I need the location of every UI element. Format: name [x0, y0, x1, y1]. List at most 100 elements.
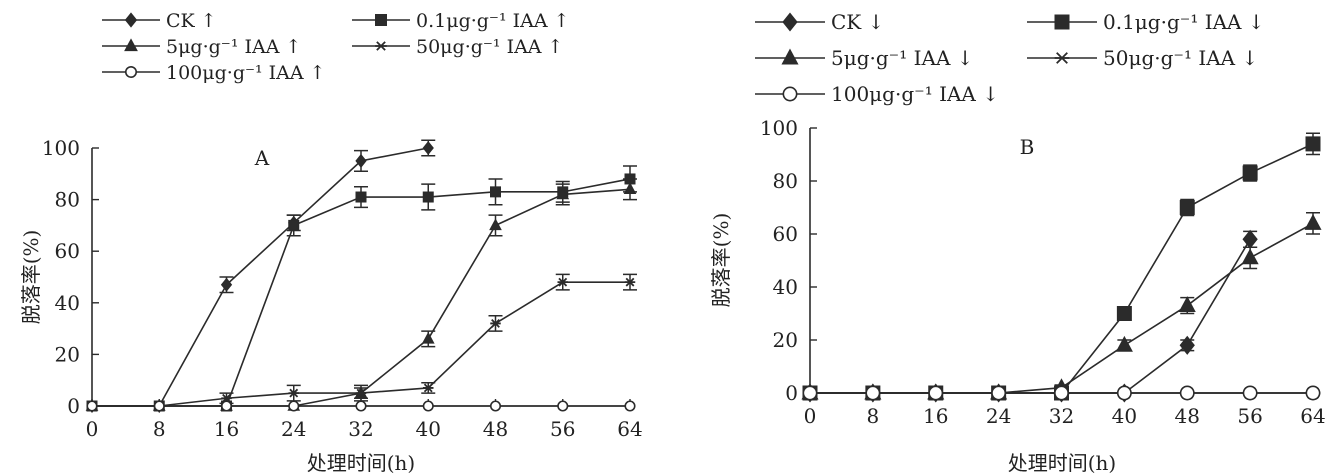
panel-b-legend: CK ↓ 0.1μg·g⁻¹ IAA ↓ 5μg·g⁻¹ IAA ↓ 50μg·g⁻¹…	[755, 10, 1265, 106]
panel-a-data-point	[423, 383, 434, 393]
panel-a-series-0	[86, 139, 436, 414]
panel-b-legend-item: 50μg·g⁻¹ IAA ↓	[1027, 46, 1258, 70]
panel-b-data-point	[1179, 385, 1195, 401]
panel-b-series-1	[802, 132, 1321, 401]
panel-a-data-point	[422, 140, 434, 156]
panel-a-data-point	[623, 182, 637, 195]
panel-b-data-point	[1178, 296, 1196, 312]
panel-b-legend-label: CK ↓	[831, 10, 884, 34]
panel-b-legend-label: 5μg·g⁻¹ IAA ↓	[831, 46, 974, 70]
panel-b-data-point	[1179, 335, 1195, 355]
panel-a-data-point	[422, 400, 434, 412]
panel-b-x-tick-label: 48	[1175, 404, 1200, 428]
panel-a-data-point	[153, 400, 165, 412]
panel-a-data-point	[355, 388, 367, 398]
panel-b-data-point	[1305, 385, 1321, 401]
panel-a-x-axis-title: 处理时间(h)	[307, 451, 416, 475]
panel-b-x-tick-label: 16	[923, 404, 948, 428]
panel-a-legend-label: CK ↑	[166, 10, 217, 32]
panel-b-data-point	[1179, 200, 1195, 215]
panel-a-data-point	[220, 277, 233, 292]
panel-a-data-point	[490, 319, 501, 328]
panel-a-data-point	[489, 218, 502, 231]
panel-b-x-axis-title: 处理时间(h)	[1008, 451, 1117, 475]
panel-a-data-point	[489, 400, 502, 412]
panel-b-y-tick-label: 100	[760, 116, 798, 140]
panel-a-data-point	[288, 400, 300, 412]
panel-a-data-point	[422, 191, 434, 203]
panel-b-legend-label: 100μg·g⁻¹ IAA ↓	[831, 82, 999, 106]
panel-a-x-tick-label: 16	[214, 417, 239, 441]
panel-a-x-tick-label: 0	[86, 417, 99, 441]
panel-b-legend-marker	[1054, 52, 1070, 64]
panel-a-legend-marker	[124, 38, 138, 52]
panel-b-x-tick-label: 24	[986, 404, 1011, 428]
panel-a-x-tick-label: 24	[281, 417, 306, 441]
panel-a-plot: A 处理时间(h) 脱落率(%) 0 20 40 60 80 100 0 8 16 24 32 40 4…	[19, 136, 643, 475]
panel-b-y-axis-title: 脱落率(%)	[709, 213, 733, 308]
panel-a-y-tick-label: 20	[55, 342, 80, 366]
panel-a-legend-item: 50μg·g⁻¹ IAA ↑	[352, 36, 563, 58]
panel-b-data-point	[1241, 248, 1259, 265]
panel-a-legend-marker	[375, 14, 387, 26]
panel-b-legend-label: 0.1μg·g⁻¹ IAA ↓	[1103, 10, 1265, 34]
panel-b-legend-marker	[781, 48, 799, 65]
panel-b-data-point	[1305, 136, 1321, 152]
panel-a-letter: A	[254, 146, 270, 170]
panel-b-series-0	[802, 229, 1258, 403]
panel-a-y-tick-label: 100	[42, 136, 80, 160]
panel-a-legend-label: 0.1μg·g⁻¹ IAA ↑	[416, 10, 570, 32]
panel-a-x-tick-label: 56	[550, 417, 575, 441]
panel-a-legend-item: CK ↑	[102, 10, 217, 32]
panel-a-y-tick-label: 40	[55, 291, 80, 315]
panel-a-data-point	[220, 400, 233, 412]
panel-a-x-tick-label: 40	[416, 417, 441, 441]
panel-b-y-tick-label: 0	[785, 381, 798, 405]
panel-b-x-tick-label: 32	[1049, 404, 1074, 428]
panel-a-data-point	[557, 400, 569, 412]
panel-b-data-point	[928, 385, 944, 401]
panel-a-series-1	[86, 165, 637, 412]
panel-b-data-point	[802, 385, 818, 401]
panel-b-data-point	[991, 385, 1007, 401]
panel-b-data-point	[1242, 165, 1258, 181]
panel-a-series-4	[86, 400, 636, 412]
panel-a-data-point	[556, 187, 570, 200]
panel-a-y-tick-label: 60	[55, 239, 80, 263]
panel-b-chart: CK ↓ 0.1μg·g⁻¹ IAA ↓ 5μg·g⁻¹ IAA ↓ 50μg·g⁻¹…	[709, 10, 1326, 475]
panel-b-x-tick-label: 8	[867, 404, 880, 428]
panel-b-series-line	[810, 238, 1251, 394]
panel-b-legend-marker	[782, 86, 798, 102]
panel-a-x-tick-label: 8	[153, 417, 166, 441]
panel-a-legend-item: 5μg·g⁻¹ IAA ↑	[102, 36, 301, 58]
panel-b-legend-marker	[1054, 14, 1070, 30]
panel-b-data-point	[1242, 385, 1258, 401]
panel-b-data-point	[1116, 385, 1132, 401]
panel-b-data-point	[1242, 229, 1258, 249]
panel-b-plot: B 处理时间(h) 脱落率(%) 0 20 40 60 80 100 0 8 16 24 32 40 4…	[709, 116, 1326, 475]
panel-a-y-tick-label: 0	[67, 394, 80, 418]
panel-b-x-tick-label: 56	[1237, 404, 1262, 428]
panel-a-data-point	[288, 219, 300, 231]
panel-b-y-tick-label: 60	[773, 222, 798, 246]
panel-a-legend-marker	[124, 12, 138, 28]
panel-a-chart: CK ↑ 0.1μg·g⁻¹ IAA ↑ 5μg·g⁻¹ IAA ↑ 50μg·g⁻¹…	[19, 10, 643, 475]
panel-b-series-4	[802, 385, 1321, 401]
panel-b-data-point	[1304, 213, 1322, 230]
panel-b-x-tick-label: 64	[1300, 404, 1325, 428]
panel-a-series-line	[92, 188, 631, 407]
panel-a-series-line	[92, 178, 631, 407]
panel-a-legend-item: 0.1μg·g⁻¹ IAA ↑	[352, 10, 570, 32]
panel-a-legend: CK ↑ 0.1μg·g⁻¹ IAA ↑ 5μg·g⁻¹ IAA ↑ 50μg·g⁻¹…	[102, 10, 570, 84]
panel-b-series-line	[810, 143, 1314, 394]
panel-a-legend-item: 100μg·g⁻¹ IAA ↑	[102, 62, 326, 84]
panel-a-series-line	[92, 147, 429, 407]
panel-a-legend-label: 50μg·g⁻¹ IAA ↑	[416, 36, 563, 58]
panel-a-data-point	[355, 400, 367, 412]
panel-b-data-point	[865, 385, 881, 401]
panel-a-data-point	[557, 277, 568, 287]
panel-b-y-tick-label: 40	[773, 275, 798, 299]
panel-a-data-point	[421, 331, 435, 344]
panel-b-letter: B	[1020, 135, 1035, 159]
panel-b-data-point	[1115, 335, 1133, 352]
